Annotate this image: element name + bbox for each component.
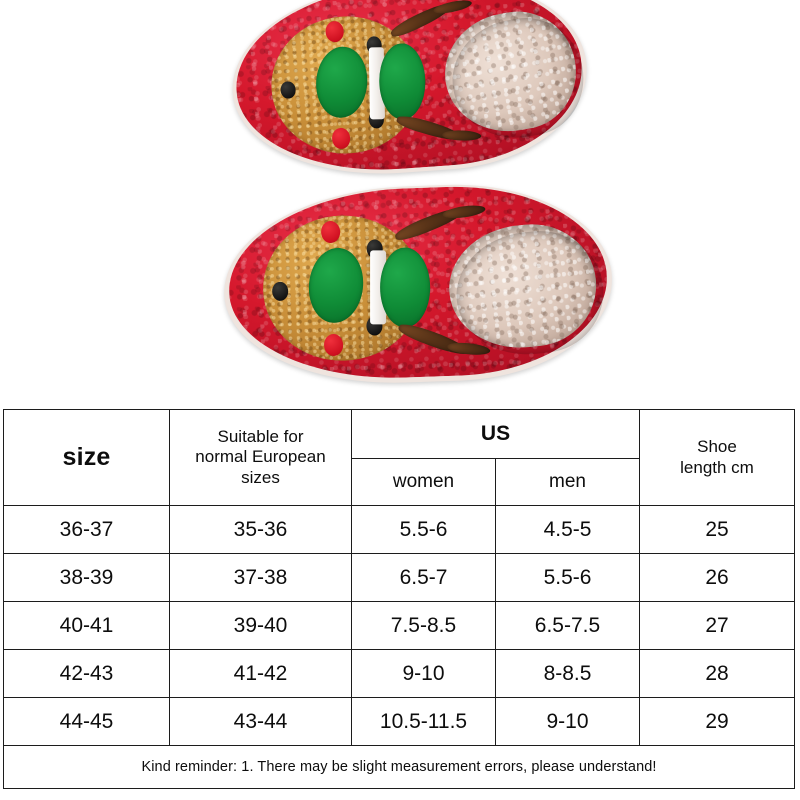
table-row: 42-43 41-42 9-10 8-8.5 28	[3, 649, 795, 698]
product-photo	[220, 0, 616, 389]
header-size: size	[3, 409, 170, 506]
slipper-bottom	[220, 179, 616, 389]
table-header: size Suitable for normal European sizes …	[3, 409, 795, 506]
size-chart: size Suitable for normal European sizes …	[3, 409, 795, 789]
cell-men: 6.5-7.5	[495, 601, 640, 650]
cell-men: 8-8.5	[495, 649, 640, 698]
cell-women: 10.5-11.5	[351, 697, 496, 746]
table-row: 36-37 35-36 5.5-6 4.5-5 25	[3, 505, 795, 554]
cell-length: 27	[639, 601, 795, 650]
header-shoe-length: Shoe length cm	[639, 409, 795, 506]
table-row: 40-41 39-40 7.5-8.5 6.5-7.5 27	[3, 601, 795, 650]
footer-row: Kind reminder: 1. There may be slight me…	[3, 745, 795, 789]
cell-euro: 41-42	[169, 649, 352, 698]
cell-size: 40-41	[3, 601, 170, 650]
header-row-1: size Suitable for normal European sizes …	[3, 409, 795, 506]
table-row: 38-39 37-38 6.5-7 5.5-6 26	[3, 553, 795, 602]
cell-euro: 43-44	[169, 697, 352, 746]
cell-women: 6.5-7	[351, 553, 496, 602]
table-body: 36-37 35-36 5.5-6 4.5-5 25 38-39 37-38 6…	[3, 505, 795, 789]
cell-length: 29	[639, 697, 795, 746]
cell-size: 42-43	[3, 649, 170, 698]
header-women: women	[351, 458, 496, 506]
cell-men: 4.5-5	[495, 505, 640, 554]
slipper-top	[225, 0, 594, 185]
cell-size: 36-37	[3, 505, 170, 554]
cell-men: 9-10	[495, 697, 640, 746]
cell-women: 7.5-8.5	[351, 601, 496, 650]
header-euro-line3: sizes	[241, 467, 280, 487]
cell-size: 44-45	[3, 697, 170, 746]
cell-men: 5.5-6	[495, 553, 640, 602]
cell-size: 38-39	[3, 553, 170, 602]
cell-euro: 37-38	[169, 553, 352, 602]
cell-length: 26	[639, 553, 795, 602]
cell-women: 5.5-6	[351, 505, 496, 554]
footer-note: Kind reminder: 1. There may be slight me…	[3, 745, 795, 789]
header-length-line2: length cm	[680, 457, 754, 477]
cell-women: 9-10	[351, 649, 496, 698]
cell-euro: 39-40	[169, 601, 352, 650]
header-euro-line2: normal European	[195, 447, 326, 467]
cell-euro: 35-36	[169, 505, 352, 554]
header-men: men	[495, 458, 640, 506]
cell-length: 28	[639, 649, 795, 698]
reindeer-dot-red-bottom	[331, 127, 351, 150]
header-euro: Suitable for normal European sizes	[169, 409, 352, 506]
table-row: 44-45 43-44 10.5-11.5 9-10 29	[3, 697, 795, 746]
header-us: US	[351, 409, 640, 459]
size-table: size Suitable for normal European sizes …	[3, 409, 795, 789]
header-row-2: women men	[4, 458, 795, 506]
cell-length: 25	[639, 505, 795, 554]
header-length-line1: Shoe	[697, 437, 737, 457]
reindeer-dot-red-bottom	[323, 333, 344, 356]
header-euro-line1: Suitable for	[217, 427, 304, 447]
